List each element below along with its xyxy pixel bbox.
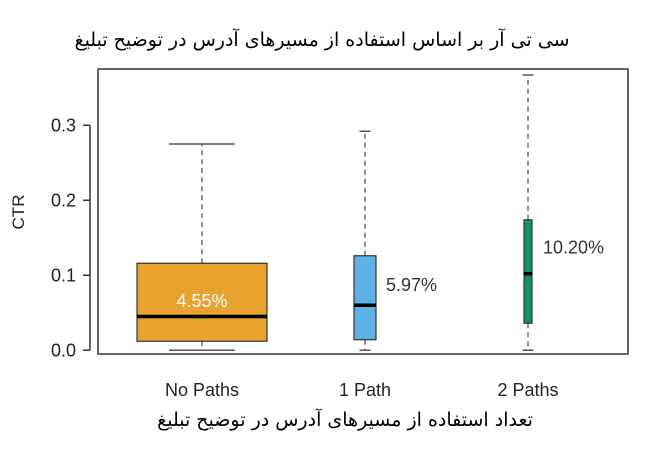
y-tick-label: 0.0 [51,340,76,360]
box-1 [136,262,268,342]
box-2 [353,255,377,341]
chart-title: سی تی آر بر اساس استفاده از مسیرهای آدرس… [74,27,569,51]
y-axis: 0.0 0.1 0.2 0.3 [51,115,91,360]
data-label: 10.20% [543,238,604,258]
x-category-label: 1 Path [339,380,391,400]
plot-area [97,68,629,355]
x-axis-label: تعداد استفاده از مسیرهای آدرس در توضیح ت… [157,407,533,431]
y-tick-label: 0.1 [51,265,76,285]
x-category-label: No Paths [165,380,239,400]
box-3 [523,219,533,324]
y-tick-label: 0.3 [51,115,76,135]
y-axis-label: CTR [9,195,28,230]
boxes-group: 4.55% 5.97% 10.20% [136,74,604,351]
x-category-label: 2 Paths [497,380,558,400]
x-axis-categories: No Paths 1 Path 2 Paths [165,380,559,400]
data-label: 4.55% [176,291,227,311]
y-tick-label: 0.2 [51,190,76,210]
data-label: 5.97% [386,275,437,295]
